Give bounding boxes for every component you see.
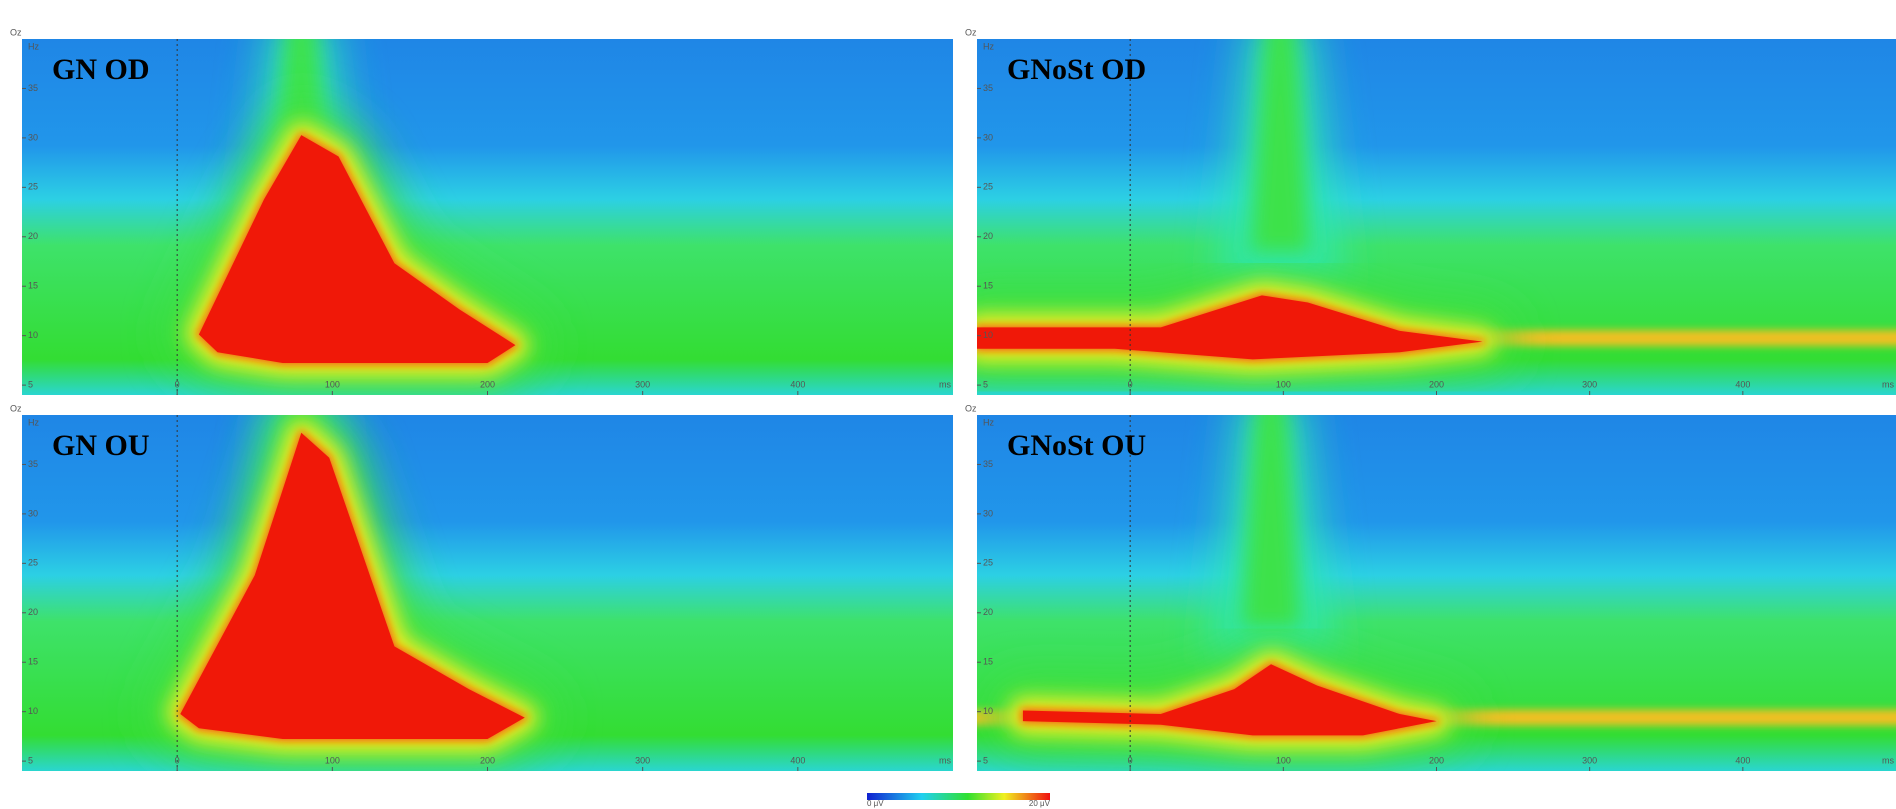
y-tick-label: 15 [983, 657, 993, 667]
x-tick-label: 100 [1276, 755, 1291, 765]
core-solid [198, 135, 516, 363]
y-unit: Hz [983, 41, 994, 51]
y-tick-label: 5 [983, 755, 988, 765]
x-tick-label: 200 [1429, 379, 1444, 389]
panel-title: GN OD [52, 53, 150, 86]
y-tick-label: 15 [983, 281, 993, 291]
electrode: Oz [10, 403, 22, 413]
core-solid [977, 295, 1483, 360]
column-core [1241, 415, 1302, 629]
y-unit: Hz [28, 41, 39, 51]
core-solid [1022, 664, 1437, 736]
y-tick-label: 30 [983, 132, 993, 142]
heatmap [977, 39, 1896, 395]
x-tick-label: 100 [325, 755, 340, 765]
y-tick-label: 25 [28, 558, 38, 568]
y-tick-label: 25 [28, 182, 38, 192]
electrode: Oz [965, 27, 977, 37]
x-unit: ms [1882, 755, 1894, 765]
panel: 5 10 15 20 25 30 35 0 100 200 300 400 Hz ms Oz GN OU [10, 403, 953, 771]
panel: 5 10 15 20 25 30 35 0 100 200 300 400 Hz ms Oz GN OD [10, 27, 953, 395]
heatmap [22, 415, 953, 771]
y-unit: Hz [28, 417, 39, 427]
x-tick-label: 200 [480, 379, 495, 389]
y-tick-label: 5 [983, 379, 988, 389]
panel-title: GNoSt OU [1007, 429, 1146, 462]
colorbar [867, 793, 1050, 800]
x-tick-label: 200 [1429, 755, 1444, 765]
y-unit: Hz [983, 417, 994, 427]
x-unit: ms [939, 755, 951, 765]
y-tick-label: 10 [983, 330, 993, 340]
y-tick-label: 10 [983, 706, 993, 716]
y-tick-label: 35 [28, 83, 38, 93]
column-core [1250, 39, 1311, 253]
x-tick-label: 300 [635, 755, 650, 765]
y-tick-label: 15 [28, 657, 38, 667]
x-tick-label: 0 [175, 379, 180, 389]
x-tick-label: 300 [1582, 755, 1597, 765]
panel-title: GNoSt OD [1007, 53, 1146, 86]
panel: 5 10 15 20 25 30 35 0 100 200 300 400 Hz ms Oz GNoSt OD [965, 27, 1896, 395]
x-unit: ms [939, 379, 951, 389]
core-solid [180, 432, 525, 739]
x-tick-label: 0 [1128, 379, 1133, 389]
x-tick-label: 300 [1582, 379, 1597, 389]
y-tick-label: 30 [983, 508, 993, 518]
x-tick-label: 200 [480, 755, 495, 765]
x-tick-label: 0 [175, 755, 180, 765]
panel-title: GN OU [52, 429, 150, 462]
y-tick-label: 20 [983, 607, 993, 617]
y-tick-label: 5 [28, 379, 33, 389]
y-tick-label: 10 [28, 706, 38, 716]
y-tick-label: 30 [28, 508, 38, 518]
y-tick-label: 35 [983, 83, 993, 93]
y-tick-label: 20 [983, 231, 993, 241]
y-tick-label: 25 [983, 558, 993, 568]
colorbar-max: 20 μV [1029, 799, 1051, 808]
x-unit: ms [1882, 379, 1894, 389]
x-tick-label: 100 [1276, 379, 1291, 389]
y-tick-label: 20 [28, 607, 38, 617]
y-tick-label: 25 [983, 182, 993, 192]
y-tick-label: 15 [28, 281, 38, 291]
x-tick-label: 300 [635, 379, 650, 389]
y-tick-label: 35 [983, 459, 993, 469]
y-tick-label: 30 [28, 132, 38, 142]
x-tick-label: 400 [1735, 755, 1750, 765]
panel: 5 10 15 20 25 30 35 0 100 200 300 400 Hz ms Oz GNoSt OU [965, 403, 1896, 771]
heatmap [977, 415, 1896, 771]
y-tick-label: 20 [28, 231, 38, 241]
x-tick-label: 400 [790, 379, 805, 389]
x-tick-label: 400 [1735, 379, 1750, 389]
x-tick-label: 100 [325, 379, 340, 389]
electrode: Oz [10, 27, 22, 37]
y-tick-label: 10 [28, 330, 38, 340]
heatmap [22, 39, 953, 395]
colorbar-min: 0 μV [867, 799, 884, 808]
y-tick-label: 5 [28, 755, 33, 765]
y-tick-label: 35 [28, 459, 38, 469]
x-tick-label: 0 [1128, 755, 1133, 765]
x-tick-label: 400 [790, 755, 805, 765]
electrode: Oz [965, 403, 977, 413]
